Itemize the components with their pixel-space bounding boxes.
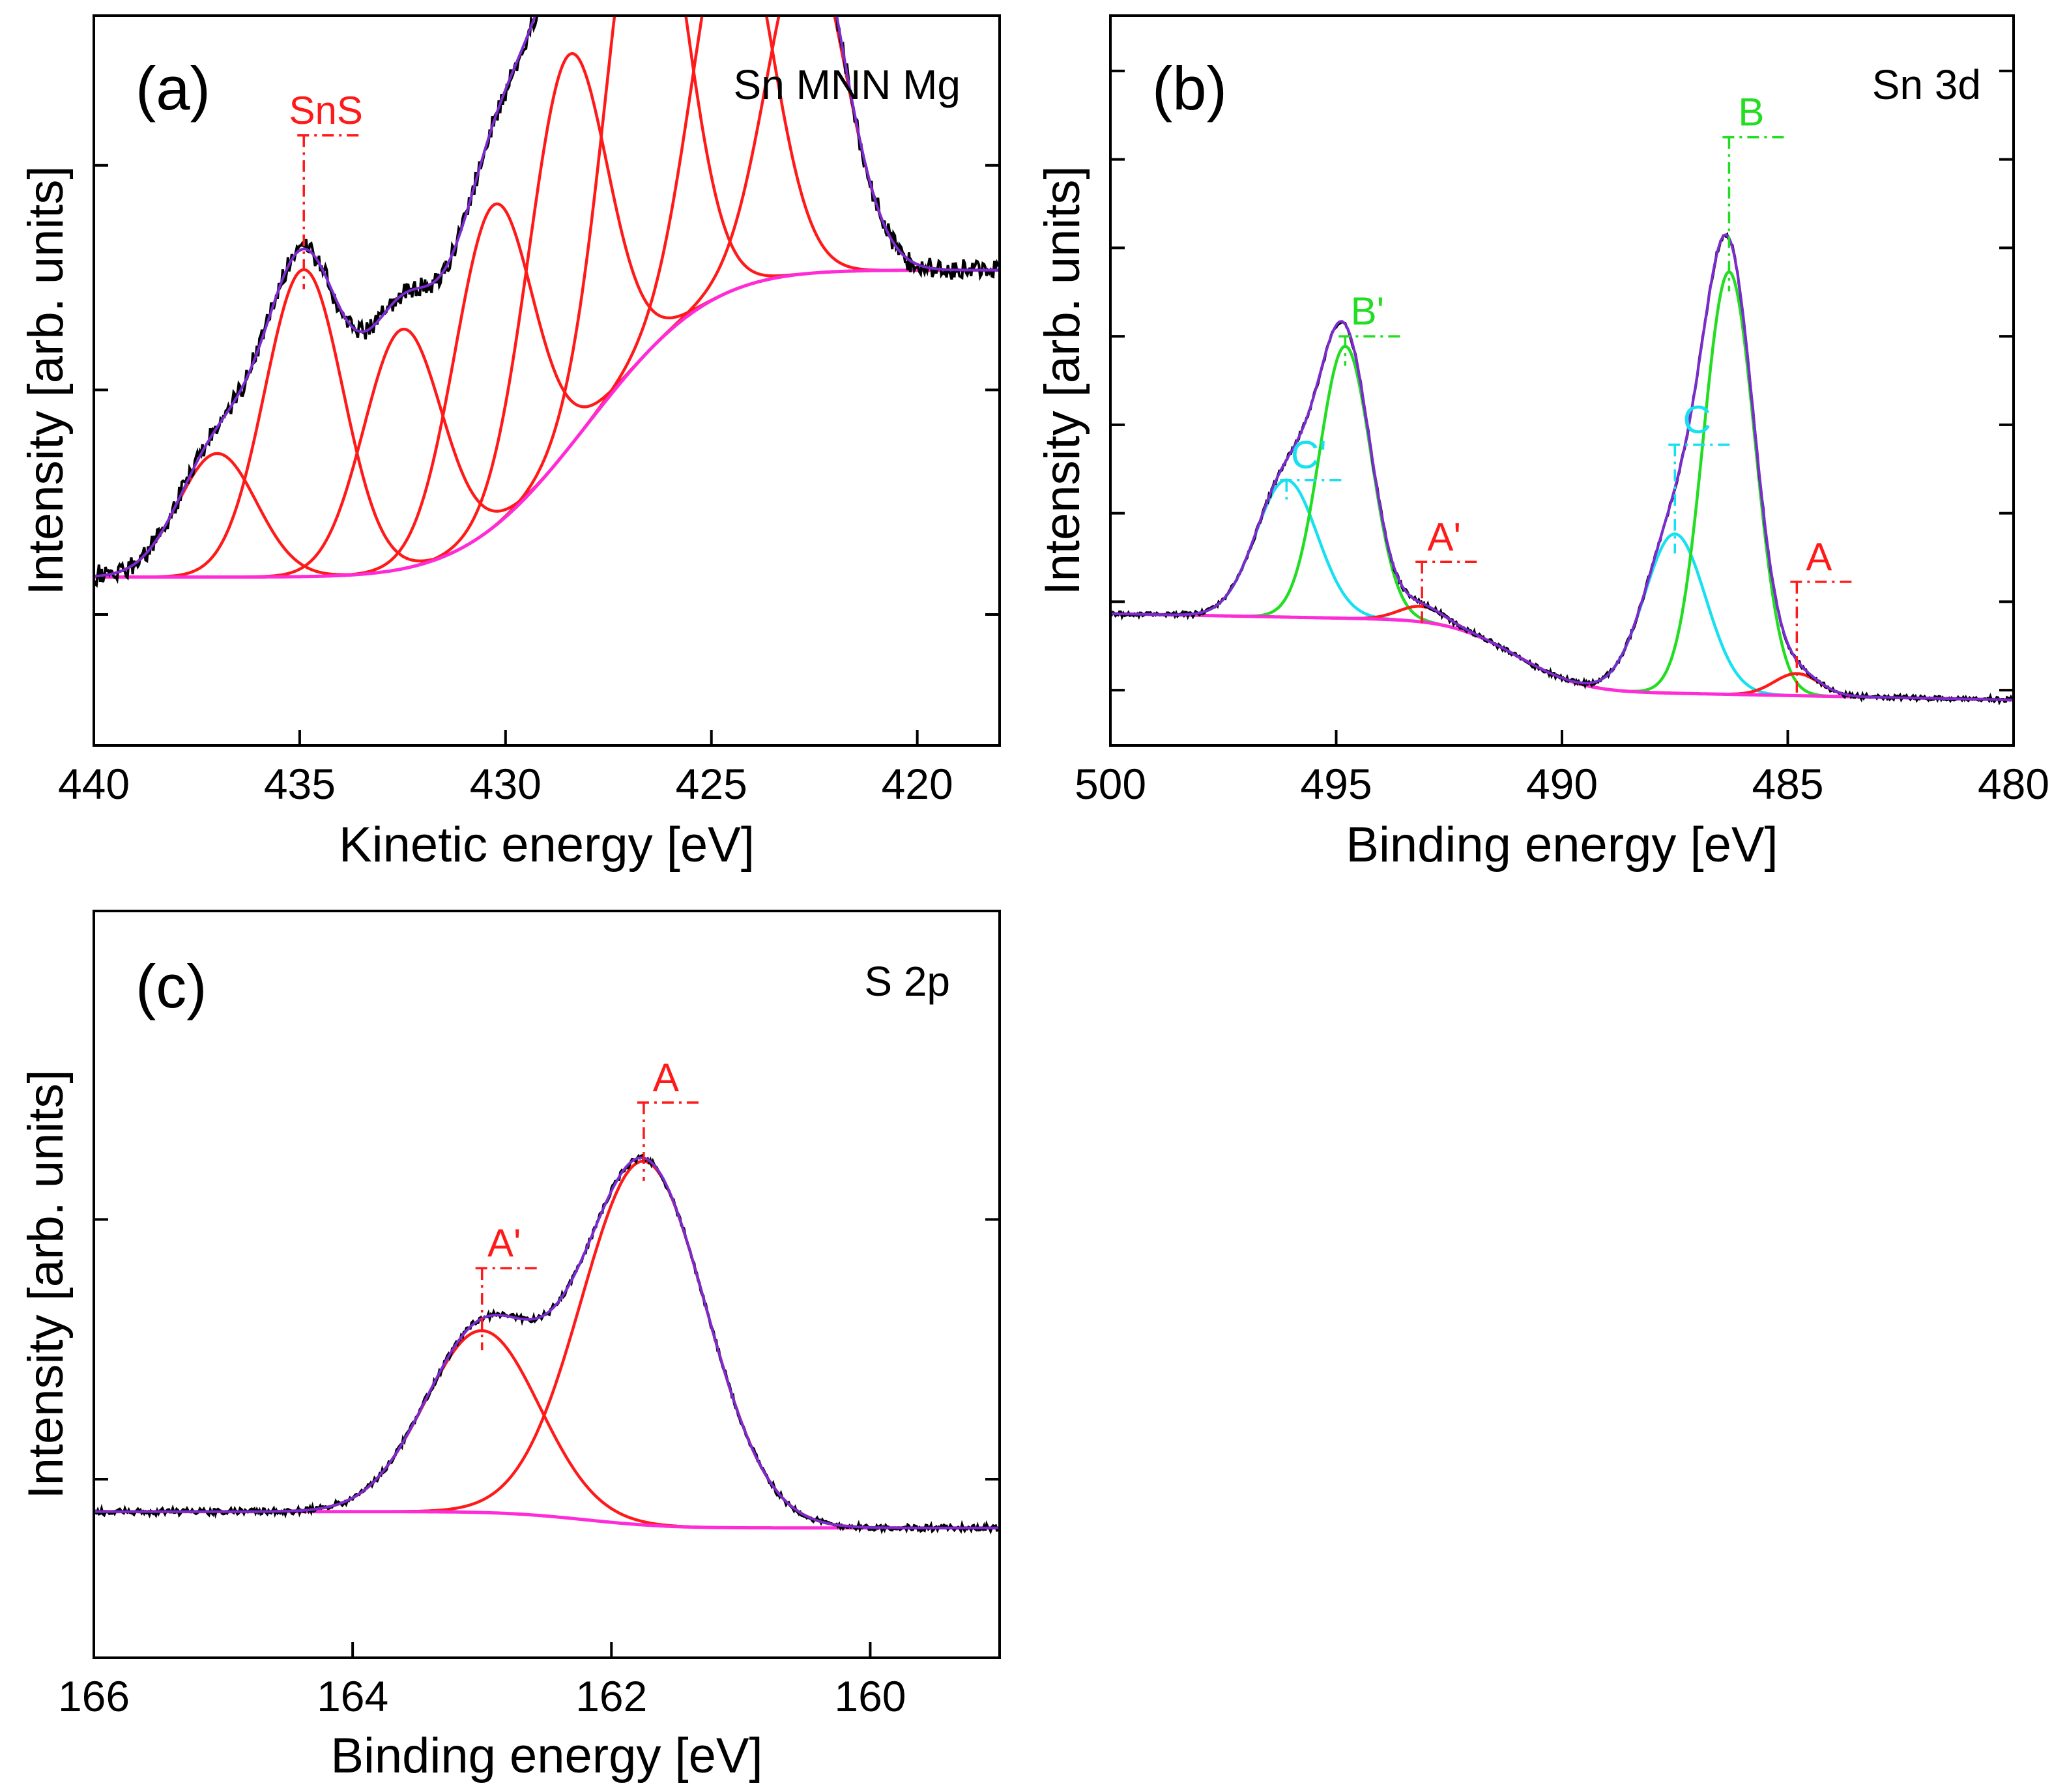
panel-b-annotation-label: B: [1738, 91, 1764, 134]
panel-b-annotation-label: C': [1291, 433, 1327, 477]
panel-b-annotation-c: C: [1668, 397, 1733, 554]
panel-b-annotation-bracket: [1280, 478, 1344, 500]
panel-b-annotation-c-prime: C': [1280, 433, 1344, 500]
panel-b-annotation-a-prime: A': [1415, 515, 1480, 626]
panel-a-plot-marks: SnS: [94, 16, 1000, 588]
panel-b-annotation-bracket: [1668, 443, 1733, 554]
panel-b-x-tick-label: 500: [1075, 760, 1146, 808]
panel-c-plot-marks: A' A: [94, 1056, 1000, 1535]
panel-a-label: (a): [136, 54, 210, 123]
panel-b-annotation-bracket: [1415, 560, 1480, 626]
panel-b-annotation-bracket: [1338, 335, 1403, 366]
panel-c-annotation-label: A': [487, 1221, 521, 1265]
panel-b-annotation-a: A: [1790, 535, 1855, 693]
panel-b-label: (b): [1152, 54, 1227, 123]
panel-b-plot-marks: C' B' A' C B A: [1110, 91, 2014, 706]
panel-a-x-tick-label: 420: [882, 760, 953, 808]
panel-c-label: (c): [136, 952, 207, 1020]
panel-c-x-tick-label: 162: [575, 1672, 647, 1720]
panel-a-x-tick-label: 440: [58, 760, 130, 808]
panel-b-annotation-bracket: [1722, 136, 1787, 292]
panel-a-annotation-bracket: [297, 134, 362, 289]
panel-b-x-tick-label: 490: [1526, 760, 1598, 808]
panel-c-curves: [94, 1153, 1000, 1535]
panel-b-annotation-b: B: [1722, 91, 1787, 292]
panel-b-annotation-label: B': [1351, 289, 1384, 333]
panel-a-plot-frame: [93, 14, 1001, 747]
panel-a-x-tick-label: 435: [264, 760, 336, 808]
panel-a-x-axis-label: Kinetic energy [eV]: [339, 817, 755, 873]
panel-b-axis-ticks: 500 495 490 485 480: [1075, 69, 2049, 808]
panel-a-x-tick-label: 425: [676, 760, 747, 808]
panel-c: A' A 166 164 162 160 (c) S 2p Binding energy…: [18, 910, 1001, 1784]
panel-a-curves: [94, 16, 1000, 588]
panel-a-envelope-line: [94, 16, 1000, 578]
panel-c-plot-frame: [93, 910, 1001, 1659]
panel-a-axis-ticks: 440 435 430 425 420: [58, 164, 1000, 808]
panel-b-title: Sn 3d: [1872, 61, 1981, 108]
panel-a-annotation-sns: SnS: [289, 89, 363, 289]
panel-b-annotation-b-prime: B': [1338, 289, 1403, 366]
panel-a-y-axis-label: Intensity [arb. units]: [18, 166, 74, 596]
panel-a-background-line: [94, 268, 1000, 579]
panel-a-annotation-label: SnS: [289, 89, 363, 132]
panel-b-x-tick-label: 480: [1978, 760, 2049, 808]
panel-c-envelope-line: [94, 1156, 1000, 1529]
panel-b-annotation-bracket: [1790, 581, 1855, 693]
panel-c-x-tick-label: 164: [317, 1672, 388, 1720]
panel-b-annotation-label: A: [1806, 535, 1832, 579]
panel-c-annotation-bracket: [475, 1267, 540, 1351]
panel-c-axis-ticks: 166 164 162 160: [58, 1218, 1000, 1720]
panel-c-x-tick-label: 160: [834, 1672, 906, 1720]
panel-c-annotation-a-prime: A': [475, 1221, 540, 1351]
panel-a-x-tick-label: 430: [470, 760, 542, 808]
panel-b-curves: [1110, 231, 2014, 706]
panel-b-y-axis-label: Intensity [arb. units]: [1035, 166, 1090, 596]
panel-a: SnS 440 435 430 425 420 (a) Sn MNN Mg Kineti…: [18, 14, 1001, 873]
panel-c-title: S 2p: [864, 958, 950, 1005]
panel-b-x-tick-label: 485: [1752, 760, 1823, 808]
panel-c-annotation-bracket: [637, 1101, 701, 1181]
panel-b: C' B' A' C B A 500 495 490 485 480 (b) Sn 3d Bind…: [1035, 14, 2049, 873]
panel-c-annotation-a: A: [637, 1056, 701, 1181]
panel-b-envelope-line: [1110, 233, 2014, 702]
panel-b-annotation-label: C: [1683, 397, 1711, 441]
panel-c-x-tick-label: 166: [58, 1672, 130, 1720]
panel-c-y-axis-label: Intensity [arb. units]: [18, 1070, 74, 1499]
panel-c-annotation-label: A: [653, 1056, 679, 1099]
panel-b-x-tick-label: 495: [1300, 760, 1372, 808]
panel-a-title: Sn MNN Mg: [734, 61, 961, 108]
panel-c-x-axis-label: Binding energy [eV]: [330, 1728, 762, 1784]
panel-b-annotation-label: A': [1427, 515, 1460, 558]
panel-b-x-axis-label: Binding energy [eV]: [1346, 817, 1778, 873]
